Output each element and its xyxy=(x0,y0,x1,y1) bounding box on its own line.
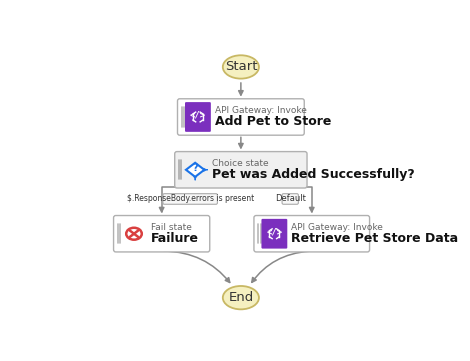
FancyBboxPatch shape xyxy=(261,219,287,249)
Text: </>: </> xyxy=(266,227,282,236)
Polygon shape xyxy=(186,163,204,177)
Ellipse shape xyxy=(223,55,259,79)
Text: API Gateway: Invoke: API Gateway: Invoke xyxy=(215,106,306,116)
Text: Fail state: Fail state xyxy=(151,223,192,232)
FancyBboxPatch shape xyxy=(114,216,210,252)
FancyBboxPatch shape xyxy=(175,152,307,188)
Text: Default: Default xyxy=(275,195,306,204)
Text: Choice state: Choice state xyxy=(212,159,268,168)
Ellipse shape xyxy=(223,286,259,309)
Text: End: End xyxy=(228,291,253,304)
Text: Start: Start xyxy=(225,60,257,73)
Text: Retrieve Pet Store Data: Retrieve Pet Store Data xyxy=(291,232,458,245)
Text: API Gateway: Invoke: API Gateway: Invoke xyxy=(291,223,383,232)
Text: </>: </> xyxy=(190,110,206,119)
FancyBboxPatch shape xyxy=(282,194,298,204)
Text: Add Pet to Store: Add Pet to Store xyxy=(215,116,331,129)
Ellipse shape xyxy=(126,228,142,240)
FancyBboxPatch shape xyxy=(178,99,304,135)
Text: $.ResponseBody.errors is present: $.ResponseBody.errors is present xyxy=(126,195,254,204)
FancyBboxPatch shape xyxy=(185,102,211,132)
Text: Pet was Added Successfully?: Pet was Added Successfully? xyxy=(212,168,415,181)
FancyBboxPatch shape xyxy=(254,216,369,252)
FancyBboxPatch shape xyxy=(163,194,218,204)
Text: ?: ? xyxy=(192,164,198,173)
Text: Failure: Failure xyxy=(151,232,199,245)
